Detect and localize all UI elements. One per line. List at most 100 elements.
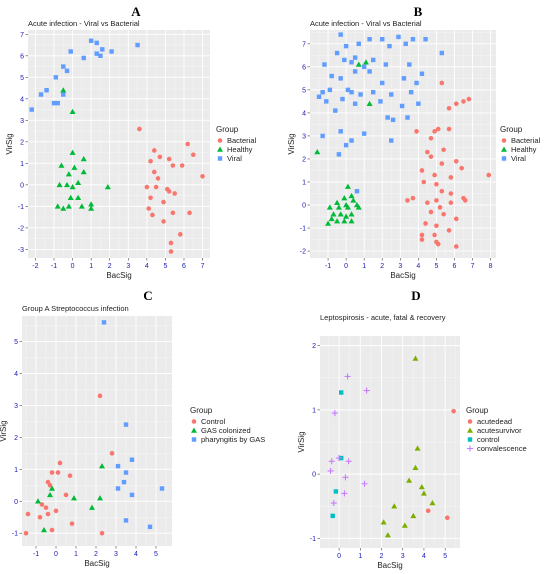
data-point-bacterial bbox=[161, 219, 166, 224]
legend-entry: acutedead bbox=[477, 417, 512, 426]
data-point-viral bbox=[387, 43, 392, 49]
y-tick-label: 5 bbox=[20, 75, 24, 82]
data-point-viral bbox=[61, 64, 66, 69]
data-point-control bbox=[330, 513, 335, 519]
data-point-bacterial bbox=[179, 163, 185, 168]
y-tick-label: 4 bbox=[20, 96, 24, 103]
data-point-bacterial bbox=[168, 249, 174, 254]
data-point-control bbox=[109, 451, 115, 456]
data-point-acutesurvivor bbox=[418, 483, 425, 490]
data-point-bacterial bbox=[448, 175, 454, 180]
data-point-bacterial bbox=[428, 135, 434, 141]
data-point-viral bbox=[29, 107, 34, 112]
data-point-healthy bbox=[64, 181, 70, 188]
legend-entry: Control bbox=[201, 417, 226, 426]
y-tick-label: 5 bbox=[302, 87, 306, 94]
data-point-bacterial bbox=[435, 241, 441, 247]
data-point-healthy bbox=[69, 149, 76, 155]
data-point-pharyngitis-by-gas bbox=[121, 479, 127, 485]
data-point-viral bbox=[81, 55, 86, 61]
data-point-viral bbox=[349, 60, 354, 65]
data-point-bacterial bbox=[146, 206, 152, 211]
y-tick-label: 3 bbox=[20, 118, 24, 125]
legend-key bbox=[501, 138, 507, 143]
x-tick-label: 4 bbox=[145, 263, 149, 270]
y-tick-label: 1 bbox=[302, 180, 306, 187]
data-point-viral bbox=[383, 62, 389, 67]
plot-background bbox=[310, 30, 496, 258]
data-point-convalescence bbox=[342, 474, 349, 481]
data-point-viral bbox=[354, 189, 360, 194]
y-tick-label: 0 bbox=[14, 499, 18, 506]
data-point-viral bbox=[94, 51, 99, 56]
data-point-control bbox=[339, 390, 344, 395]
data-point-control bbox=[45, 511, 51, 517]
data-point-healthy bbox=[314, 149, 321, 155]
data-point-control bbox=[57, 460, 63, 466]
x-tick-label: 0 bbox=[337, 553, 341, 560]
data-point-healthy bbox=[88, 205, 95, 211]
data-point-convalescence bbox=[327, 467, 334, 474]
data-point-viral bbox=[324, 99, 329, 104]
data-point-gas-colonized bbox=[47, 491, 53, 498]
x-tick-label: 0 bbox=[344, 263, 348, 270]
data-point-gas-colonized bbox=[71, 495, 77, 501]
data-point-control bbox=[47, 483, 53, 488]
data-point-bacterial bbox=[461, 99, 466, 104]
data-point-viral bbox=[94, 40, 99, 46]
data-point-viral bbox=[343, 142, 349, 148]
data-point-healthy bbox=[348, 218, 355, 224]
x-tick-label: 3 bbox=[401, 553, 405, 560]
data-point-bacterial bbox=[410, 195, 416, 201]
data-point-viral bbox=[51, 100, 57, 106]
data-point-bacterial bbox=[405, 198, 410, 203]
data-point-pharyngitis-by-gas bbox=[123, 470, 129, 475]
data-point-convalescence bbox=[363, 387, 370, 394]
data-point-control bbox=[53, 508, 59, 514]
y-axis-label: VirSig bbox=[0, 420, 8, 441]
data-point-convalescence bbox=[361, 480, 368, 487]
data-point-bacterial bbox=[166, 156, 172, 162]
data-point-bacterial bbox=[187, 210, 192, 216]
data-point-pharyngitis-by-gas bbox=[115, 486, 121, 491]
data-point-gas-colonized bbox=[97, 495, 103, 501]
data-point-viral bbox=[316, 94, 322, 99]
panel-title: Group A Streptococcus infection bbox=[22, 304, 129, 313]
data-point-convalescence bbox=[344, 373, 351, 380]
data-point-viral bbox=[407, 62, 412, 67]
data-point-healthy bbox=[60, 87, 67, 93]
data-point-bacterial bbox=[419, 232, 425, 238]
y-tick-label: 2 bbox=[302, 156, 306, 163]
data-point-bacterial bbox=[170, 210, 176, 216]
x-tick-label: -1 bbox=[33, 551, 39, 558]
panel-title: Acute infection - Viral vs Bacterial bbox=[310, 19, 422, 28]
data-point-bacterial bbox=[446, 228, 452, 233]
legend-entry: Healthy bbox=[511, 145, 537, 154]
data-point-viral bbox=[439, 50, 445, 56]
data-point-viral bbox=[399, 103, 405, 109]
y-tick-label: -1 bbox=[310, 536, 316, 543]
data-point-viral bbox=[322, 62, 327, 67]
data-point-bacterial bbox=[434, 182, 439, 187]
x-tick-label: -1 bbox=[325, 263, 331, 270]
data-point-viral bbox=[361, 131, 367, 136]
data-point-viral bbox=[370, 89, 376, 95]
data-point-bacterial bbox=[419, 168, 425, 173]
legend-entry: Bacterial bbox=[227, 136, 257, 145]
data-point-acutesurvivor bbox=[420, 490, 427, 496]
data-point-viral bbox=[403, 41, 408, 47]
data-point-healthy bbox=[80, 168, 87, 175]
data-point-gas-colonized bbox=[99, 463, 105, 469]
legend-key bbox=[191, 427, 197, 433]
x-tick-label: 2 bbox=[108, 263, 112, 270]
data-point-convalescence bbox=[345, 458, 352, 465]
data-point-viral bbox=[336, 152, 342, 157]
data-point-convalescence bbox=[330, 500, 337, 507]
x-tick-label: 3 bbox=[126, 263, 130, 270]
y-axis-label: VirSig bbox=[297, 431, 306, 452]
x-tick-label: 7 bbox=[471, 263, 475, 270]
data-point-pharyngitis-by-gas bbox=[147, 524, 153, 530]
data-point-control bbox=[55, 470, 61, 475]
